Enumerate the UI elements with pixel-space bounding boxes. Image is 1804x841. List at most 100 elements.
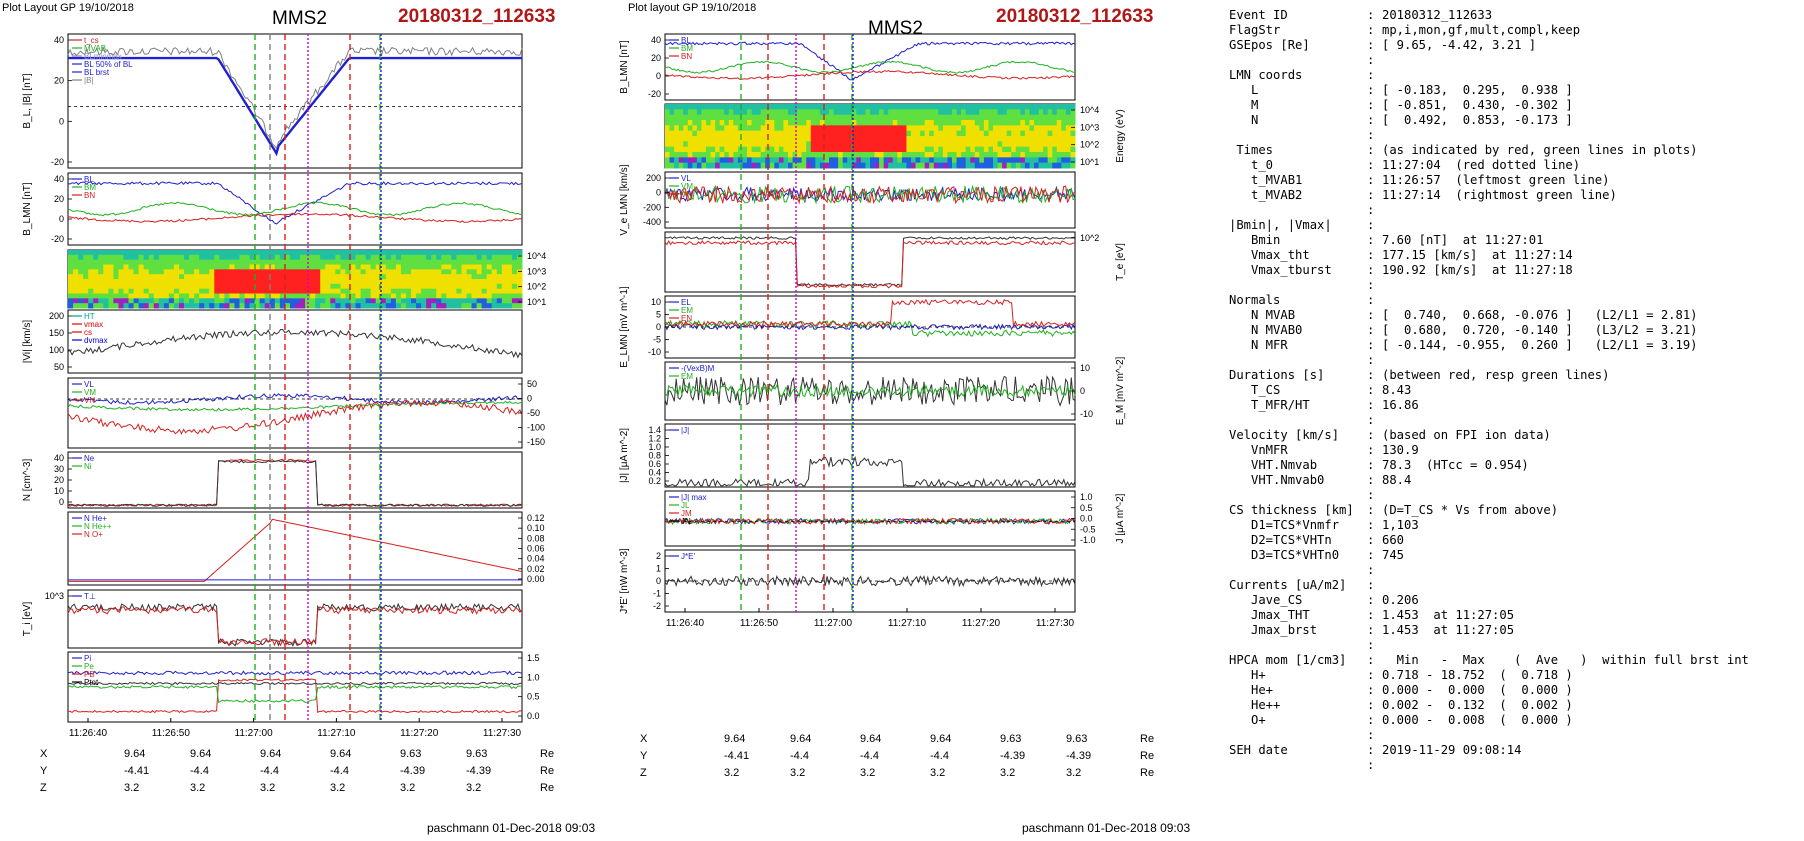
spectrogram-cell <box>860 109 866 116</box>
spectrogram-cell <box>178 288 185 294</box>
spectrogram-cell <box>224 283 230 290</box>
spectrogram-cell <box>938 125 944 132</box>
spectrogram-cell <box>993 136 999 142</box>
spectrogram-cell <box>883 130 889 137</box>
spectrogram-cell <box>471 298 478 304</box>
spectrogram-cell <box>851 130 857 137</box>
spectrogram-cell <box>103 283 109 290</box>
spectrogram-cell <box>824 136 830 142</box>
spectrogram-cell <box>375 250 382 256</box>
spectrogram-cell <box>683 162 689 169</box>
spectrogram-cell <box>911 146 917 153</box>
spectrogram-cell <box>486 293 493 299</box>
spectrogram-cell <box>486 279 493 285</box>
spectrogram-cell <box>901 136 907 142</box>
summary-colon: : <box>1367 488 1375 502</box>
spectrogram-cell <box>128 288 135 294</box>
spectrogram-cell <box>83 283 89 290</box>
spectrogram-cell <box>511 288 518 294</box>
spectrogram-cell <box>974 136 980 142</box>
spectrogram-cell <box>416 254 422 261</box>
spectrogram-cell <box>1061 146 1067 153</box>
spectrogram-cell <box>229 259 235 265</box>
spectrogram-cell <box>924 146 930 153</box>
spectrogram-cell <box>471 283 478 290</box>
summary-key: Vmax_tburst <box>1229 263 1332 277</box>
legend-label: -(VexB)M <box>681 364 715 373</box>
spectrogram-cell <box>674 141 680 148</box>
spectrogram-cell <box>906 114 912 121</box>
spectrogram-cell <box>199 264 205 270</box>
spectrogram-cell <box>209 250 215 256</box>
spectrogram-cell <box>264 288 271 294</box>
spectrogram-cell <box>405 283 412 290</box>
spectrogram-cell <box>411 254 417 261</box>
spectrogram-cell <box>138 293 145 299</box>
spectrogram-cell <box>254 288 261 294</box>
spectrogram-cell <box>239 259 246 265</box>
spectrogram-cell <box>234 250 241 256</box>
spectrogram-cell <box>395 279 402 285</box>
x-tick-label: 11:27:20 <box>400 728 439 739</box>
position-value: 9.64 <box>724 733 746 745</box>
spectrogram-cell <box>83 269 89 275</box>
spectrogram-cell <box>229 303 235 309</box>
spectrogram-cell <box>929 162 935 169</box>
spectrogram-cell <box>683 130 689 137</box>
spectrogram-cell <box>274 274 281 280</box>
spectrogram-cell <box>856 146 862 153</box>
spectrogram-cell <box>906 104 912 110</box>
spectrogram-cell <box>874 141 880 148</box>
spectrogram-cell <box>1056 120 1062 126</box>
spectrogram-cell <box>678 130 684 137</box>
position-value: 3.2 <box>260 782 276 794</box>
spectrogram-cell <box>965 162 971 169</box>
summary-colon: : <box>1367 503 1375 517</box>
spectrogram-cell <box>289 293 296 299</box>
spectrogram-cell <box>961 157 967 164</box>
x-tick-label: 11:27:30 <box>483 728 522 739</box>
spectrogram-cell <box>1061 152 1067 158</box>
legend-label: N O+ <box>84 530 103 539</box>
spectrogram-cell <box>168 298 175 304</box>
spectrogram-cell <box>163 264 170 270</box>
spectrogram-cell <box>249 298 256 304</box>
spectrogram-cell <box>942 114 948 121</box>
spectrogram-cell <box>118 274 124 280</box>
spectrogram-cell <box>1029 114 1035 121</box>
spectrogram-cell <box>189 293 195 299</box>
spectrogram-cell <box>747 141 753 148</box>
spectrogram-cell <box>756 141 762 148</box>
spectrogram-cell <box>189 274 195 280</box>
spectrogram-cell <box>123 303 130 309</box>
spectrogram-cell <box>1047 152 1053 158</box>
legend-label: EM <box>681 372 693 381</box>
spectrogram-cell <box>325 283 331 290</box>
spectrogram-cell <box>1052 141 1058 148</box>
spectrogram-cell <box>234 269 241 275</box>
spectrogram-cell <box>851 120 857 126</box>
spectrogram-cell <box>320 274 326 280</box>
spectrogram-cell <box>491 250 498 256</box>
spectrogram-cell <box>892 114 898 121</box>
spectrogram-cell <box>696 114 702 121</box>
spectrogram-cell <box>320 279 326 285</box>
spectrogram-cell <box>421 269 427 275</box>
spectrogram-cell <box>810 125 816 132</box>
spectrogram-cell <box>214 293 220 299</box>
spectrogram-cell <box>395 303 402 309</box>
position-value: -4.39 <box>1000 750 1026 762</box>
spectrogram-cell <box>974 146 980 153</box>
spectrogram-cell <box>219 303 225 309</box>
position-value: 9.63 <box>1000 733 1022 745</box>
spectrogram-cell <box>456 269 462 275</box>
spectrogram-cell <box>68 259 74 265</box>
spectrogram-cell <box>83 259 89 265</box>
position-value: 3.2 <box>930 767 946 779</box>
spectrogram-cell <box>997 146 1003 153</box>
spectrogram-cell <box>851 152 857 158</box>
spectrogram-cell <box>194 259 200 265</box>
x-tick-label: 11:26:50 <box>152 728 191 739</box>
spectrogram-cell <box>924 136 930 142</box>
